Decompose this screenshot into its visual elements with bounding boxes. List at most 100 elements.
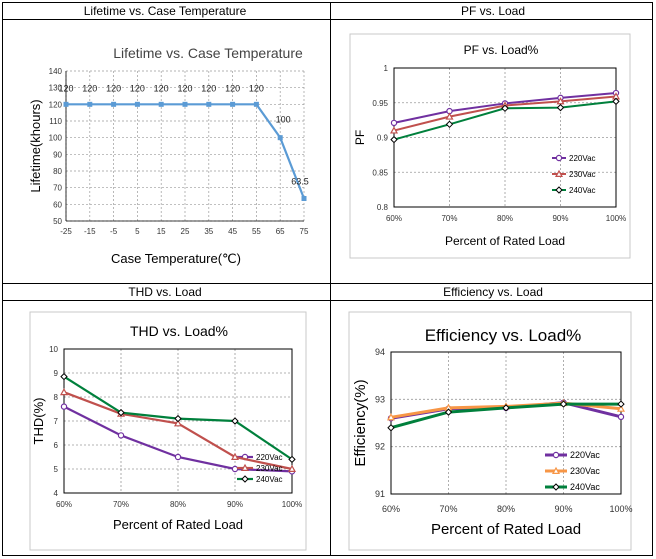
thd-chart: 4 5 6 7 8 9 10 60% 70% 80% 90% 100% THD vs. Load% Per… <box>29 311 307 551</box>
lifetime-data-point <box>206 101 212 107</box>
thd-ytick-label: 8 <box>54 393 59 402</box>
pf-xtick-label: 80% <box>497 214 513 223</box>
eff-data-point-240Vac <box>387 424 395 432</box>
thd-data-point-240Vac <box>231 417 239 425</box>
pf-ylabel: PF <box>353 130 367 145</box>
lifetime-ytick-label: 110 <box>49 117 62 126</box>
pf-data-point-240Vac <box>390 135 398 144</box>
thd-data-point-220Vac <box>231 465 239 473</box>
thd-data-point-230Vac <box>230 452 240 460</box>
lifetime-data-label: 120 <box>58 83 73 93</box>
thd-legend-label-240Vac: 240Vac <box>256 475 283 484</box>
lifetime-data-point <box>230 101 236 107</box>
lifetime-data-point <box>158 101 164 107</box>
lifetime-data-label: 120 <box>249 83 264 93</box>
lifetime-ytick-label: 130 <box>49 84 63 93</box>
pf-title: PF vs. Load% <box>464 43 539 57</box>
lifetime-xtick-label: 45 <box>228 227 237 236</box>
eff-legend-marker-230Vac <box>551 466 561 474</box>
thd-xtick-label: 80% <box>170 500 186 509</box>
eff-ytick-label: 91 <box>375 489 385 499</box>
eff-ytick-label: 93 <box>375 394 385 404</box>
lifetime-xtick-label: 75 <box>300 227 309 236</box>
pf-xtick-label: 70% <box>441 214 457 223</box>
pf-data-point-220Vac <box>390 119 398 127</box>
thd-xtick-label: 90% <box>227 500 243 509</box>
pf-frame <box>349 33 631 259</box>
eff-legend-label-220Vac: 220Vac <box>570 450 600 460</box>
cell-title-lifetime: Lifetime vs. Case Temperature <box>83 4 247 18</box>
eff-ylabel: Efficiency(%) <box>352 379 369 466</box>
thd-ytick-label: 5 <box>54 465 59 474</box>
thd-legend-label-220Vac: 220Vac <box>256 453 283 462</box>
eff-data-point-240Vac <box>444 408 453 416</box>
lifetime-data-point <box>253 101 259 107</box>
thd-title: THD vs. Load% <box>130 323 228 339</box>
pf-xtick-label: 60% <box>386 214 402 223</box>
thd-data-point-220Vac <box>174 453 182 461</box>
eff-plot-area <box>390 351 622 495</box>
thd-data-point-230Vac <box>59 387 69 396</box>
thd-ytick-label: 9 <box>54 369 59 378</box>
pf-data-point-230Vac <box>556 97 565 105</box>
lifetime-data-label: 120 <box>201 83 216 93</box>
cell-title-eff: Efficiency vs. Load <box>443 285 543 299</box>
lifetime-data-label: 120 <box>225 83 240 93</box>
thd-xtick-label: 100% <box>282 500 302 509</box>
lifetime-ytick-label: 50 <box>53 217 62 226</box>
pf-xlabel: Percent of Rated Load <box>445 234 565 248</box>
lifetime-data-point <box>87 101 93 107</box>
pf-legend-marker-230Vac <box>554 169 564 177</box>
pf-ytick-label: 0.8 <box>377 203 389 212</box>
cell-title-thd: THD vs. Load <box>128 285 202 299</box>
eff-data-point-230Vac <box>386 413 396 421</box>
thd-xtick-label: 70% <box>113 500 129 509</box>
lifetime-chart: Lifetime vs. Case Temperature 50 60 70 80 90 1… <box>28 45 309 266</box>
lifetime-data-label: 63.5 <box>291 177 309 187</box>
lifetime-data-label: 120 <box>106 83 121 93</box>
eff-xlabel: Percent of Rated Load <box>431 521 581 538</box>
lifetime-xtick-label: -5 <box>110 227 118 236</box>
lifetime-data-point <box>277 135 283 141</box>
pf-data-point-240Vac <box>612 97 620 106</box>
eff-title: Efficiency vs. Load% <box>425 326 582 345</box>
eff-data-point-240Vac <box>559 400 568 408</box>
thd-ytick-label: 10 <box>49 345 58 354</box>
pf-xtick-label: 100% <box>606 214 626 223</box>
lifetime-data-label: 120 <box>82 83 97 93</box>
thd-data-point-230Vac <box>173 419 183 427</box>
pf-ytick-label: 0.95 <box>372 99 388 108</box>
thd-plot-area <box>63 348 293 494</box>
lifetime-xtick-label: 65 <box>276 227 285 236</box>
lifetime-ytick-label: 100 <box>49 134 63 143</box>
pf-legend-marker-240Vac <box>555 186 563 194</box>
lifetime-xtick-label: 15 <box>157 227 166 236</box>
lifetime-data-label: 120 <box>130 83 145 93</box>
thd-xlabel: Percent of Rated Load <box>113 517 243 532</box>
pf-ytick-label: 1 <box>384 64 389 73</box>
pf-legend-label-240Vac: 240Vac <box>569 186 596 195</box>
lifetime-xtick-label: -25 <box>60 227 72 236</box>
lifetime-ytick-label: 60 <box>53 200 62 209</box>
eff-chart: 91 92 93 94 60% 70% 80% 90% 100% Efficiency vs. L… <box>348 311 633 551</box>
pf-legend-label-230Vac: 230Vac <box>569 170 596 179</box>
thd-ytick-label: 4 <box>54 489 59 498</box>
table-divider-row2 <box>3 283 652 284</box>
table-divider-row1 <box>3 19 652 20</box>
pf-data-point-230Vac <box>389 126 399 134</box>
thd-data-point-240Vac <box>288 455 296 464</box>
thd-data-point-240Vac <box>60 372 68 381</box>
pf-data-point-230Vac <box>445 112 454 120</box>
lifetime-data-label: 120 <box>154 83 169 93</box>
lifetime-title: Lifetime vs. Case Temperature <box>113 45 303 61</box>
pf-data-point-240Vac <box>556 103 565 112</box>
eff-ytick-label: 94 <box>375 347 385 357</box>
eff-xtick-label: 90% <box>554 504 572 514</box>
pf-legend-marker-220Vac <box>555 154 563 162</box>
eff-ytick-label: 92 <box>375 442 385 452</box>
table-divider-vertical <box>330 3 331 555</box>
pf-legend-label-220Vac: 220Vac <box>569 154 596 163</box>
eff-data-point-240Vac <box>502 404 510 412</box>
lifetime-ylabel: Lifetime(khours) <box>28 99 43 192</box>
